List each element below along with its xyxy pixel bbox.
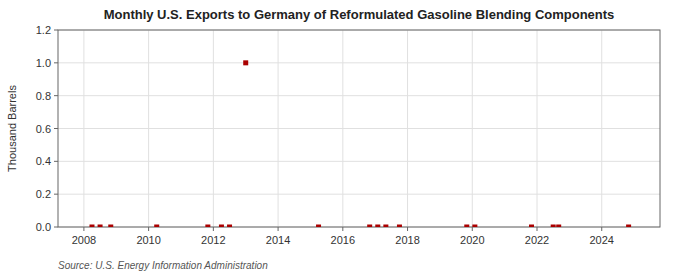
point xyxy=(219,225,224,228)
tick-mark xyxy=(278,227,279,231)
plot-area xyxy=(58,30,660,227)
tick-label: 2024 xyxy=(589,234,613,246)
grid-line xyxy=(342,30,343,227)
point xyxy=(397,225,402,228)
grid-line xyxy=(407,30,408,227)
point xyxy=(556,225,561,228)
point xyxy=(154,225,159,228)
tick-label: 2010 xyxy=(136,234,160,246)
point xyxy=(375,225,380,228)
tick-label: 1.0 xyxy=(36,57,51,69)
tick-label: 0.2 xyxy=(36,188,51,200)
tick-mark xyxy=(601,227,602,231)
points xyxy=(89,60,631,227)
grid-line xyxy=(472,30,473,227)
chart: 0.0 0.2 0.4 0.6 0.8 1.0 1.2 2008 2010 2012 2014 201… xyxy=(0,0,675,275)
point xyxy=(108,225,113,228)
point xyxy=(367,225,372,228)
grid-line xyxy=(278,30,279,227)
point xyxy=(626,225,631,228)
point xyxy=(227,225,232,228)
plot-frame xyxy=(58,30,660,227)
tick-mark xyxy=(54,161,58,162)
grid-line xyxy=(148,30,149,227)
point xyxy=(205,225,210,228)
point xyxy=(316,225,321,228)
tick-mark xyxy=(148,227,149,231)
tick-label: 2020 xyxy=(460,234,484,246)
tick-mark xyxy=(54,95,58,96)
tick-mark xyxy=(213,227,214,231)
point xyxy=(464,225,469,228)
tick-mark xyxy=(537,227,538,231)
tick-label: 2018 xyxy=(395,234,419,246)
tick-mark xyxy=(54,194,58,195)
tick-label: 2012 xyxy=(201,234,225,246)
point xyxy=(529,225,534,228)
tick-mark xyxy=(54,128,58,129)
grid-line xyxy=(213,30,214,227)
tick-label: 0.8 xyxy=(36,90,51,102)
point xyxy=(472,225,477,228)
point xyxy=(383,225,388,228)
point xyxy=(98,225,103,228)
grid-line xyxy=(83,30,84,227)
title: Monthly U.S. Exports to Germany of Refor… xyxy=(104,7,615,22)
tick-label: 0.4 xyxy=(36,155,51,167)
tick-label: 2016 xyxy=(331,234,355,246)
axis-label: Thousand Barrels xyxy=(6,85,18,172)
tick-mark xyxy=(54,227,58,228)
tick-label: 0.0 xyxy=(36,221,51,233)
tick-label: 2008 xyxy=(72,234,96,246)
tick-label: 2022 xyxy=(525,234,549,246)
tick-label: 1.2 xyxy=(36,24,51,36)
tick-mark xyxy=(342,227,343,231)
tick-mark xyxy=(472,227,473,231)
tick-mark xyxy=(407,227,408,231)
tick-mark xyxy=(83,227,84,231)
point xyxy=(89,225,94,228)
tick-mark xyxy=(54,30,58,31)
tick-label: 0.6 xyxy=(36,123,51,135)
grid-line xyxy=(537,30,538,227)
point xyxy=(551,225,556,228)
point xyxy=(243,60,248,65)
source-note: Source: U.S. Energy Information Administ… xyxy=(58,260,268,271)
tick-mark xyxy=(54,62,58,63)
tick-label: 2014 xyxy=(266,234,290,246)
grid-line xyxy=(601,30,602,227)
